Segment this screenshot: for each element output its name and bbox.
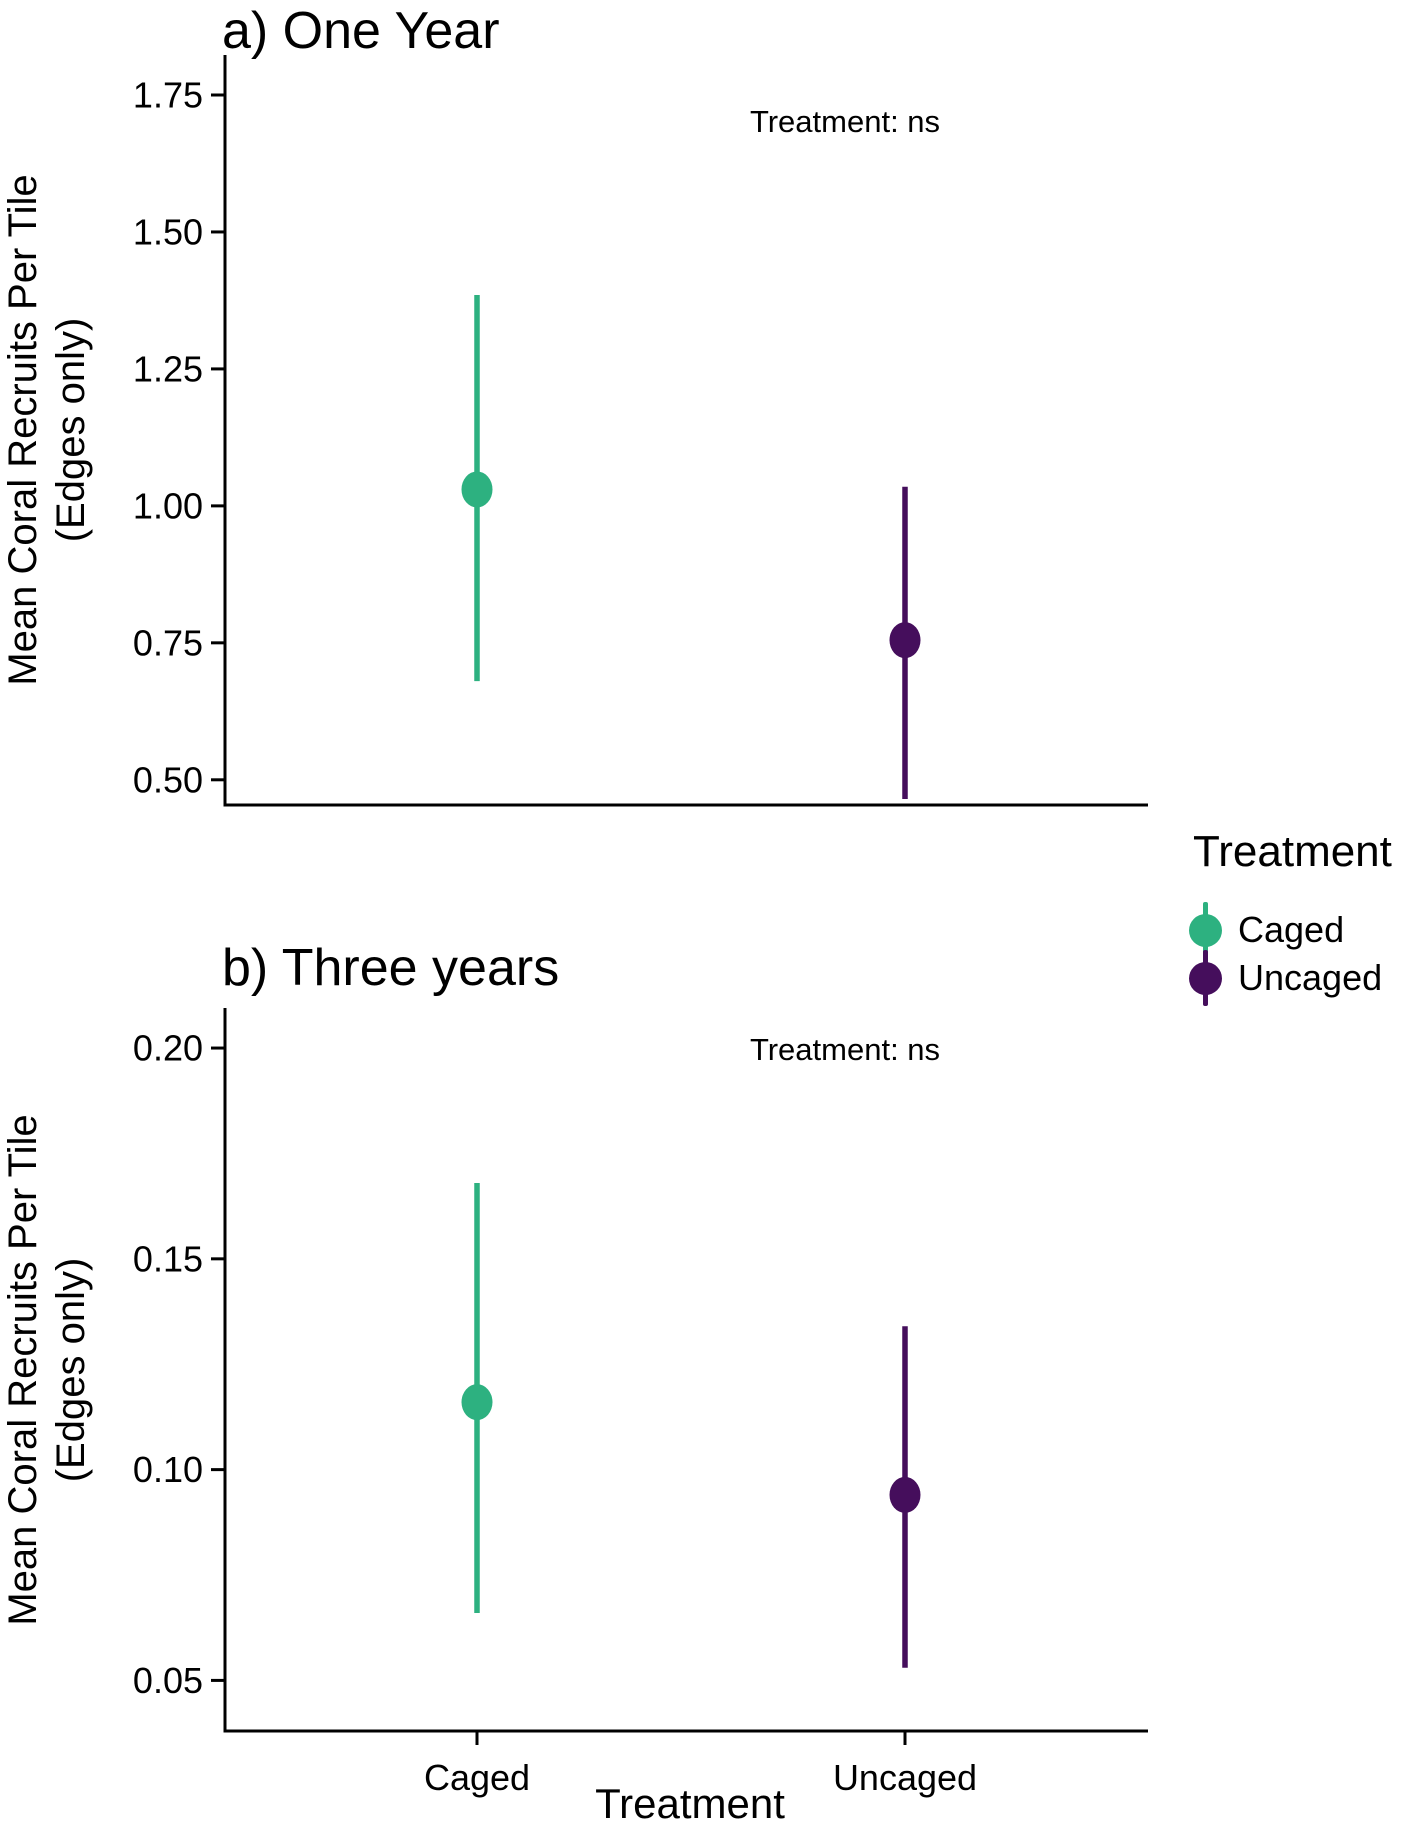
panel-b-title: b) Three years [222,939,559,997]
panel-a-annotation: Treatment: ns [750,104,940,139]
legend-label-caged: Caged [1238,909,1345,951]
legend-label-uncaged: Uncaged [1238,957,1383,999]
panel-b-y-axis-title-line2: (Edges only) [49,1258,93,1483]
panel-a-y-tick-label: 1.75 [133,75,203,116]
legend-title: Treatment [1193,827,1392,876]
legend-item-uncaged: Uncaged [1186,950,1416,1007]
panel-b-uncaged-point [889,1476,921,1513]
x-tick-label-caged: Caged [424,1757,530,1798]
panel-a-y-axis-title-line2: (Edges only) [49,318,93,543]
panel-a-y-tick-label: 1.50 [133,212,203,253]
panel-b-annotation: Treatment: ns [750,1032,940,1067]
panel-b-y-tick-label: 0.20 [133,1028,203,1069]
panel-a-y-tick-label: 0.50 [133,759,203,800]
x-axis-title: Treatment [595,1780,785,1827]
caged-pointrange-key-icon [1186,902,1226,959]
panel-a-y-tick-label: 1.00 [133,485,203,526]
panel-b-y-axis-title-line1: Mean Coral Recruits Per Tile [1,1114,45,1625]
panel-a-y-axis-title-line1: Mean Coral Recruits Per Tile [1,174,45,685]
x-tick-label-uncaged: Uncaged [833,1757,977,1798]
panel-a-caged-point [461,471,493,508]
uncaged-pointrange-key-icon [1186,950,1226,1007]
panel-b-caged-point [461,1384,493,1421]
panel-a-uncaged-point [889,622,921,659]
legend: Treatment Caged Uncaged [1186,827,1416,1007]
panel-b-y-tick-label: 0.05 [133,1660,203,1701]
panel-a-title: a) One Year [222,2,500,60]
legend-item-caged: Caged [1186,902,1416,959]
panel-b-y-tick-label: 0.10 [133,1449,203,1490]
panel-b-y-tick-label: 0.15 [133,1238,203,1279]
panel-a-y-tick-label: 0.75 [133,622,203,663]
panel-a-y-tick-label: 1.25 [133,349,203,390]
